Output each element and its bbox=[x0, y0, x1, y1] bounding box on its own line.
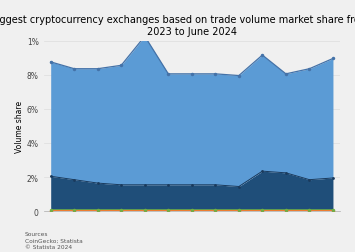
Y-axis label: Volume share: Volume share bbox=[15, 101, 24, 152]
Title: Biggest cryptocurrency exchanges based on trade volume market share from June
20: Biggest cryptocurrency exchanges based o… bbox=[0, 15, 355, 37]
Text: Sources
CoinGecko; Statista
© Statista 2024: Sources CoinGecko; Statista © Statista 2… bbox=[25, 231, 83, 249]
